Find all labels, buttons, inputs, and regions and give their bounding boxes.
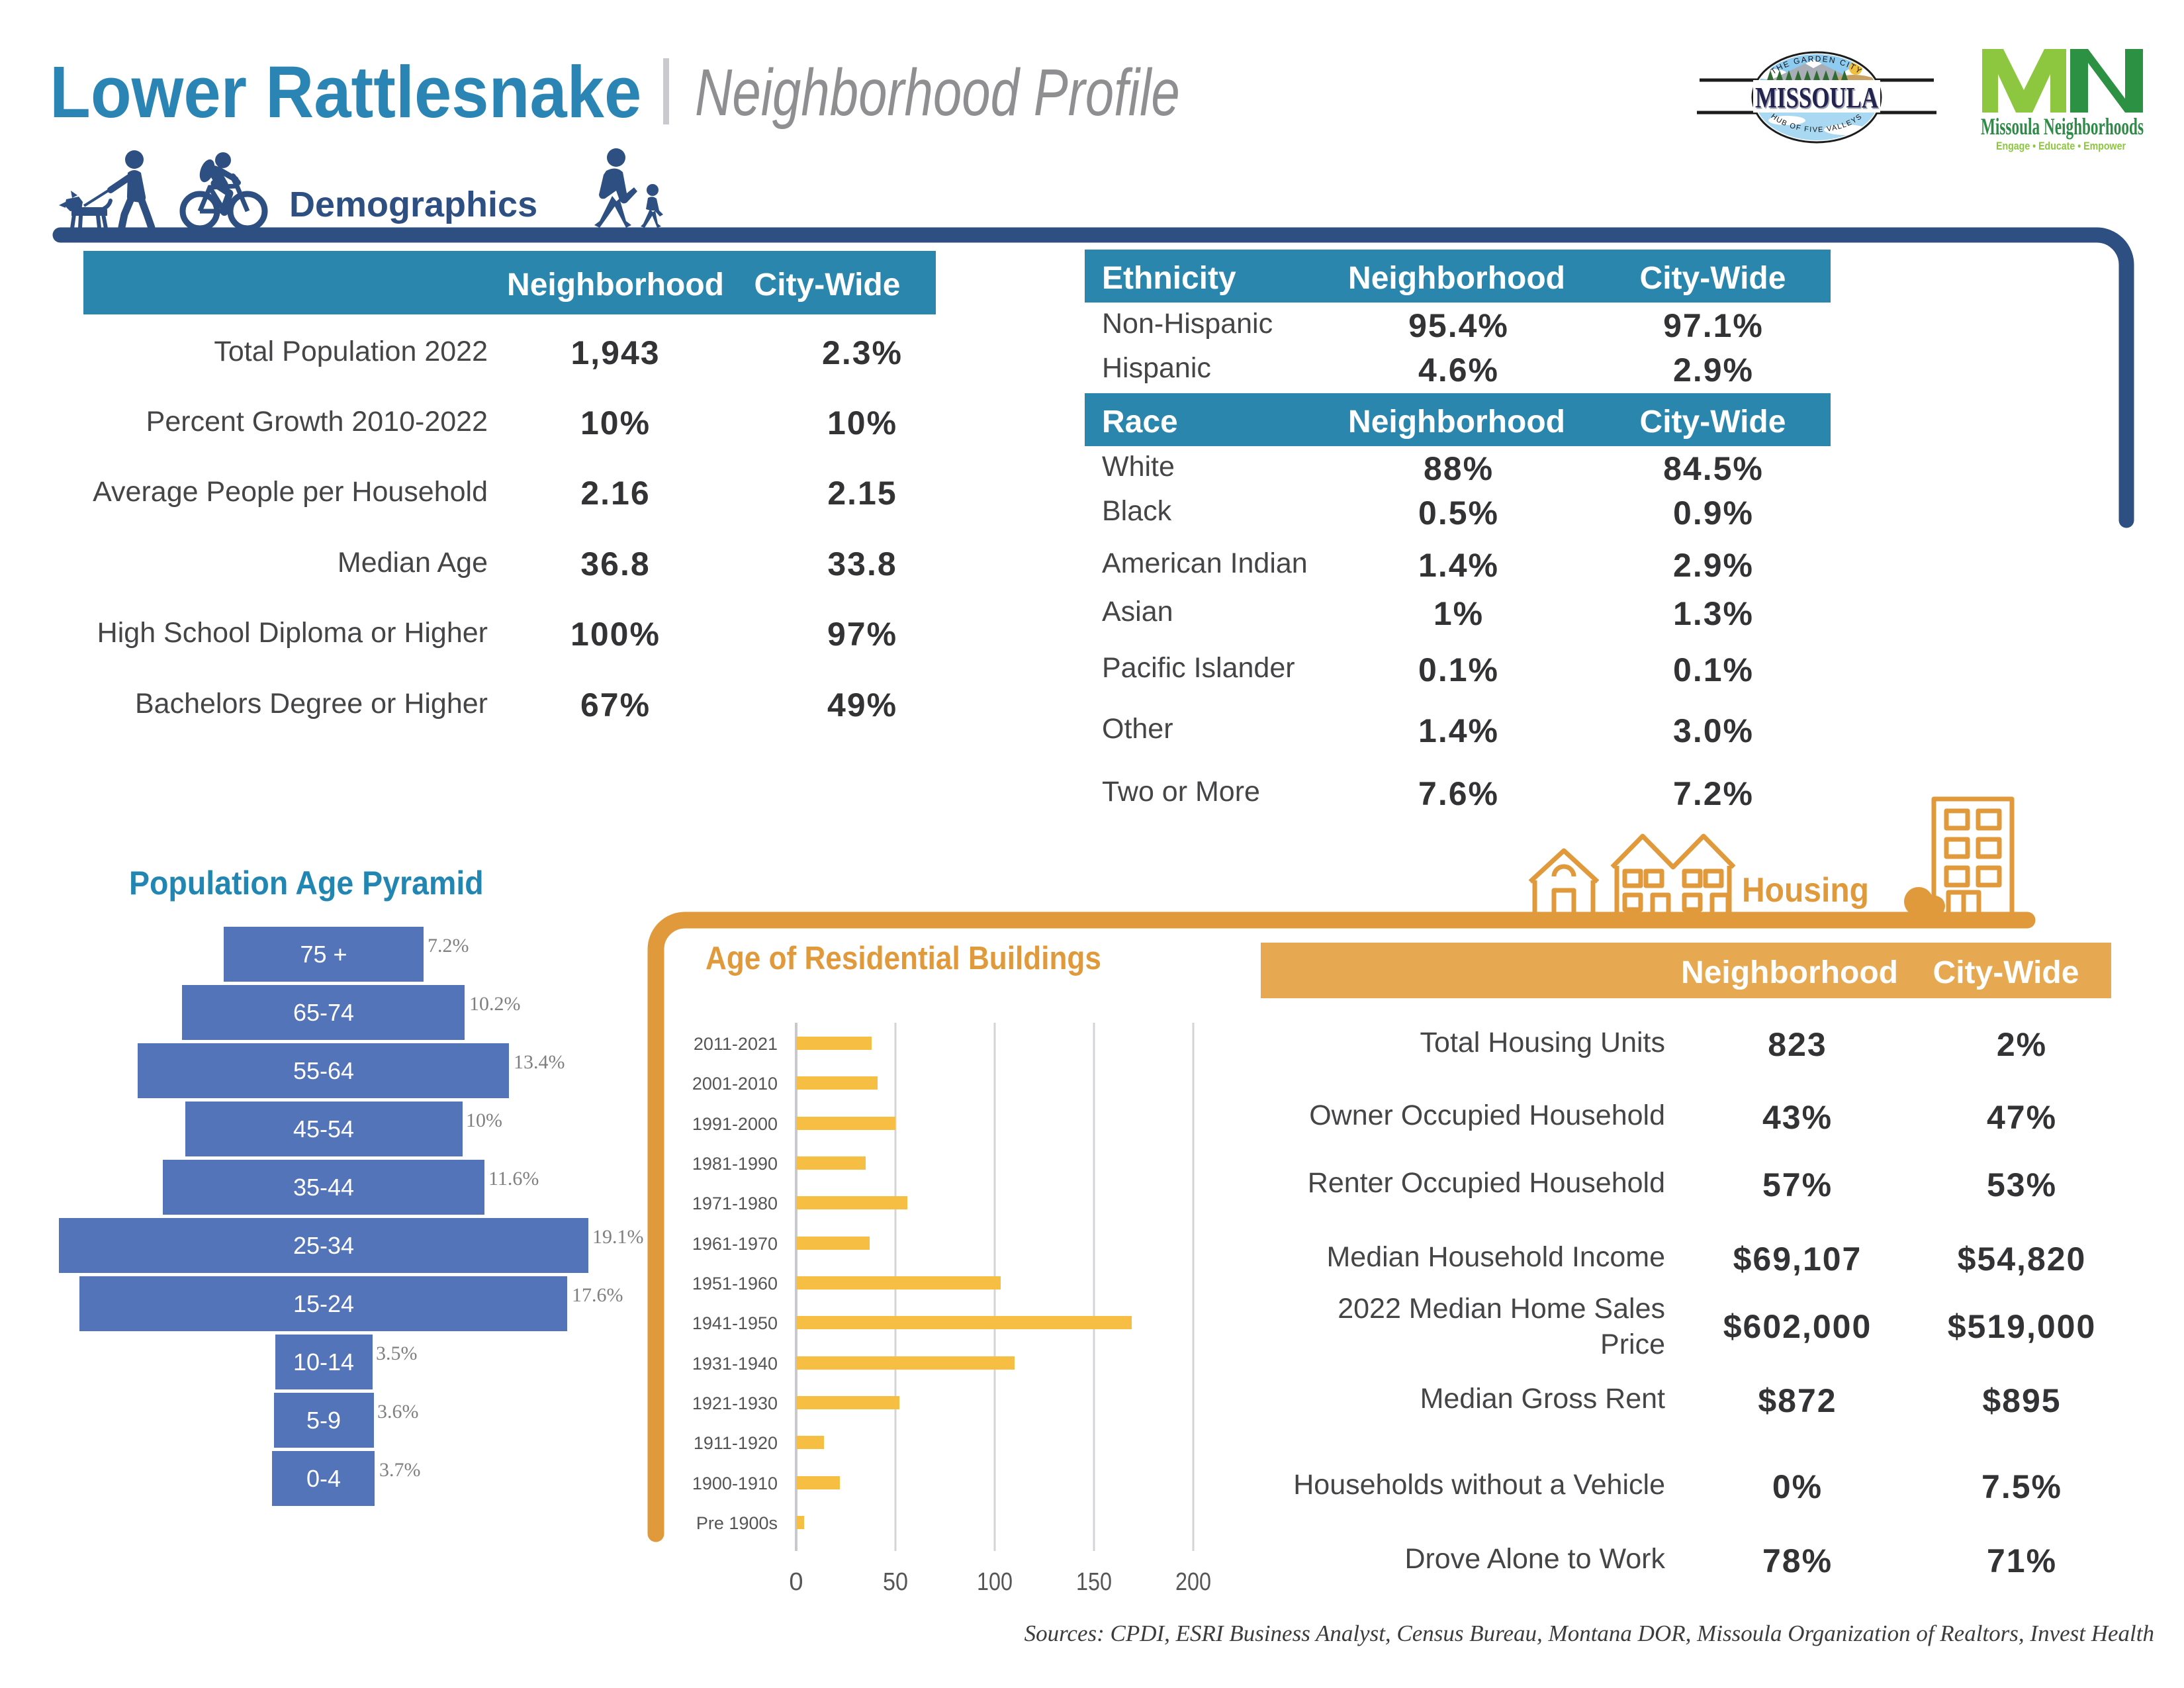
svg-text:1991-2000: 1991-2000 bbox=[692, 1114, 778, 1134]
svg-text:13.4%: 13.4% bbox=[514, 1051, 565, 1073]
svg-text:10%: 10% bbox=[466, 1109, 502, 1131]
svg-text:1931-1940: 1931-1940 bbox=[692, 1354, 778, 1374]
svg-text:1981-1990: 1981-1990 bbox=[692, 1154, 778, 1174]
svg-text:0: 0 bbox=[789, 1568, 803, 1596]
svg-text:1911-1920: 1911-1920 bbox=[694, 1433, 778, 1453]
svg-text:3.7%: 3.7% bbox=[379, 1459, 421, 1481]
svg-text:Housing: Housing bbox=[1742, 871, 1869, 910]
svg-text:5-9: 5-9 bbox=[306, 1407, 341, 1434]
svg-text:25-34: 25-34 bbox=[293, 1232, 354, 1259]
svg-text:55-64: 55-64 bbox=[293, 1057, 354, 1084]
svg-text:1951-1960: 1951-1960 bbox=[692, 1274, 778, 1293]
svg-text:150: 150 bbox=[1076, 1568, 1112, 1596]
svg-text:65-74: 65-74 bbox=[293, 999, 354, 1026]
svg-text:1921-1930: 1921-1930 bbox=[692, 1393, 778, 1413]
svg-text:MISSOULA: MISSOULA bbox=[1755, 81, 1878, 114]
svg-text:Pre 1900s: Pre 1900s bbox=[696, 1513, 778, 1533]
svg-text:19.1%: 19.1% bbox=[592, 1226, 644, 1248]
svg-text:3.5%: 3.5% bbox=[376, 1342, 418, 1364]
svg-text:Engage • Educate • Empower: Engage • Educate • Empower bbox=[1996, 140, 2126, 152]
svg-text:2001-2010: 2001-2010 bbox=[692, 1074, 778, 1094]
svg-text:45-54: 45-54 bbox=[293, 1115, 354, 1143]
svg-text:7.2%: 7.2% bbox=[428, 935, 469, 957]
svg-text:15-24: 15-24 bbox=[293, 1290, 354, 1317]
svg-text:1900-1910: 1900-1910 bbox=[692, 1474, 778, 1493]
svg-text:50: 50 bbox=[883, 1568, 908, 1596]
svg-text:Missoula Neighborhoods: Missoula Neighborhoods bbox=[1981, 113, 2144, 140]
svg-text:35-44: 35-44 bbox=[293, 1174, 354, 1201]
svg-text:100: 100 bbox=[977, 1568, 1013, 1596]
svg-text:1941-1950: 1941-1950 bbox=[692, 1313, 778, 1333]
svg-text:0-4: 0-4 bbox=[306, 1465, 341, 1492]
svg-text:11.6%: 11.6% bbox=[488, 1168, 539, 1190]
svg-text:1961-1970: 1961-1970 bbox=[692, 1234, 778, 1254]
svg-text:10.2%: 10.2% bbox=[469, 993, 521, 1015]
svg-text:3.6%: 3.6% bbox=[377, 1401, 419, 1423]
svg-text:200: 200 bbox=[1175, 1568, 1211, 1596]
svg-text:75 +: 75 + bbox=[300, 941, 347, 968]
svg-text:10-14: 10-14 bbox=[293, 1348, 354, 1376]
svg-text:2011-2021: 2011-2021 bbox=[694, 1034, 778, 1054]
svg-text:17.6%: 17.6% bbox=[572, 1284, 623, 1306]
svg-text:1971-1980: 1971-1980 bbox=[692, 1194, 778, 1213]
